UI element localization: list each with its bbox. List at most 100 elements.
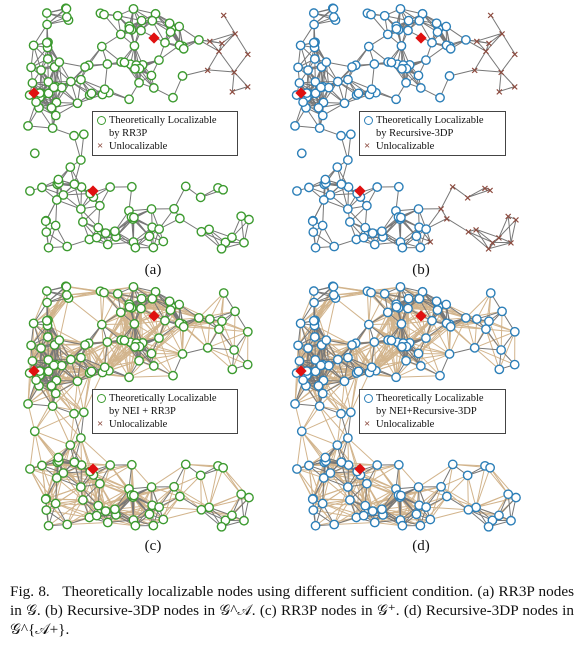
- localizable-node: [50, 498, 61, 509]
- localizable-node: [99, 362, 110, 373]
- localizable-node: [109, 226, 120, 237]
- localizable-node: [102, 517, 113, 528]
- extra-edge: [322, 503, 366, 507]
- edge: [221, 32, 236, 44]
- localizable-node: [37, 182, 47, 193]
- localizable-node: [344, 495, 355, 505]
- localizable-node: [129, 490, 139, 501]
- localizable-node: [509, 359, 520, 370]
- extra-edge: [297, 345, 316, 372]
- localizable-node: [415, 361, 426, 371]
- extra-edge: [153, 353, 183, 367]
- localizable-node: [244, 214, 254, 225]
- localizable-node: [72, 98, 83, 109]
- localizable-node: [317, 498, 328, 509]
- extra-edge: [488, 321, 502, 351]
- extra-edge: [221, 321, 235, 351]
- unlocalizable-node: ×: [464, 227, 472, 238]
- extra-edge: [52, 405, 84, 413]
- extra-edge: [179, 474, 202, 497]
- localizable-node: [227, 510, 237, 521]
- localizable-node: [94, 478, 105, 489]
- localizable-node: [308, 37, 319, 48]
- localizable-node: [115, 29, 126, 40]
- extra-edge: [46, 499, 84, 511]
- extra-edge: [384, 291, 423, 295]
- legend-unlocalizable-marker: ×: [97, 418, 104, 430]
- localizable-node: [316, 82, 326, 93]
- localizable-node: [69, 408, 79, 419]
- extra-edge: [208, 497, 250, 508]
- localizable-node: [444, 349, 455, 359]
- localizable-node: [147, 293, 158, 304]
- unlocalizable-node: ×: [486, 185, 494, 196]
- localizable-node: [76, 352, 86, 363]
- extra-edge: [368, 324, 373, 368]
- extra-edge: [34, 431, 43, 466]
- extra-edge: [374, 323, 402, 343]
- localizable-node: [105, 460, 116, 470]
- extra-edge: [351, 344, 370, 373]
- localizable-node: [146, 70, 157, 81]
- extra-edge: [368, 323, 402, 326]
- legend-localizable-line2: by NEI + RR3P: [109, 406, 176, 417]
- extra-edge: [314, 325, 353, 346]
- localizable-node: [310, 76, 321, 87]
- localizable-node: [109, 504, 120, 515]
- localizable-node: [168, 92, 178, 103]
- edge: [218, 43, 223, 52]
- localizable-node: [339, 376, 350, 387]
- extra-edge: [450, 326, 486, 330]
- localizable-node: [292, 186, 302, 196]
- localizable-node: [358, 510, 369, 521]
- extra-edge: [407, 308, 447, 324]
- localizable-node: [102, 337, 113, 347]
- extra-edge: [209, 292, 225, 320]
- extra-edge: [34, 405, 54, 432]
- extra-edge: [101, 323, 135, 326]
- legend-localizable-line1: Theoretically Localizable: [109, 393, 217, 404]
- extra-edge: [465, 317, 476, 348]
- extra-edge: [387, 339, 397, 378]
- unlocalizable-node: ×: [512, 215, 520, 226]
- localizable-node: [310, 354, 321, 365]
- localizable-node: [99, 9, 109, 20]
- extra-edge: [101, 293, 119, 325]
- edge: [488, 237, 500, 250]
- extra-edge: [173, 486, 202, 511]
- extra-edge: [475, 497, 517, 508]
- extra-edge: [440, 486, 469, 511]
- localizable-node: [292, 464, 302, 474]
- extra-edge: [446, 495, 477, 508]
- localizable-node: [342, 482, 353, 492]
- localizable-node: [102, 59, 113, 69]
- extra-edge: [489, 467, 509, 495]
- localizable-node: [367, 506, 378, 517]
- localizable-node: [396, 212, 406, 223]
- localizable-node: [314, 401, 325, 412]
- extra-edge: [336, 412, 352, 446]
- localizable-node: [239, 515, 249, 526]
- localizable-node: [317, 220, 328, 231]
- extra-edge: [301, 431, 310, 466]
- extra-edge: [450, 320, 490, 328]
- localizable-node: [415, 83, 426, 93]
- localizable-node: [353, 366, 364, 377]
- localizable-node: [309, 297, 319, 308]
- unlocalizable-node: ×: [495, 233, 503, 244]
- localizable-node: [130, 63, 140, 74]
- edge: [207, 50, 220, 71]
- localizable-node: [307, 216, 318, 227]
- extra-edge: [198, 317, 209, 348]
- edge: [476, 40, 490, 44]
- localizable-node: [358, 232, 369, 243]
- extra-edge: [151, 322, 180, 354]
- localizable-node: [310, 242, 321, 253]
- anchor-node: [415, 310, 427, 322]
- localizable-node: [25, 464, 35, 474]
- localizable-node: [396, 318, 407, 329]
- localizable-node: [43, 366, 54, 377]
- network-plots: ×××××××××××××××××××××××××××××××××××: [23, 3, 521, 532]
- localizable-node: [343, 74, 353, 85]
- unlocalizable-node: ×: [487, 11, 495, 22]
